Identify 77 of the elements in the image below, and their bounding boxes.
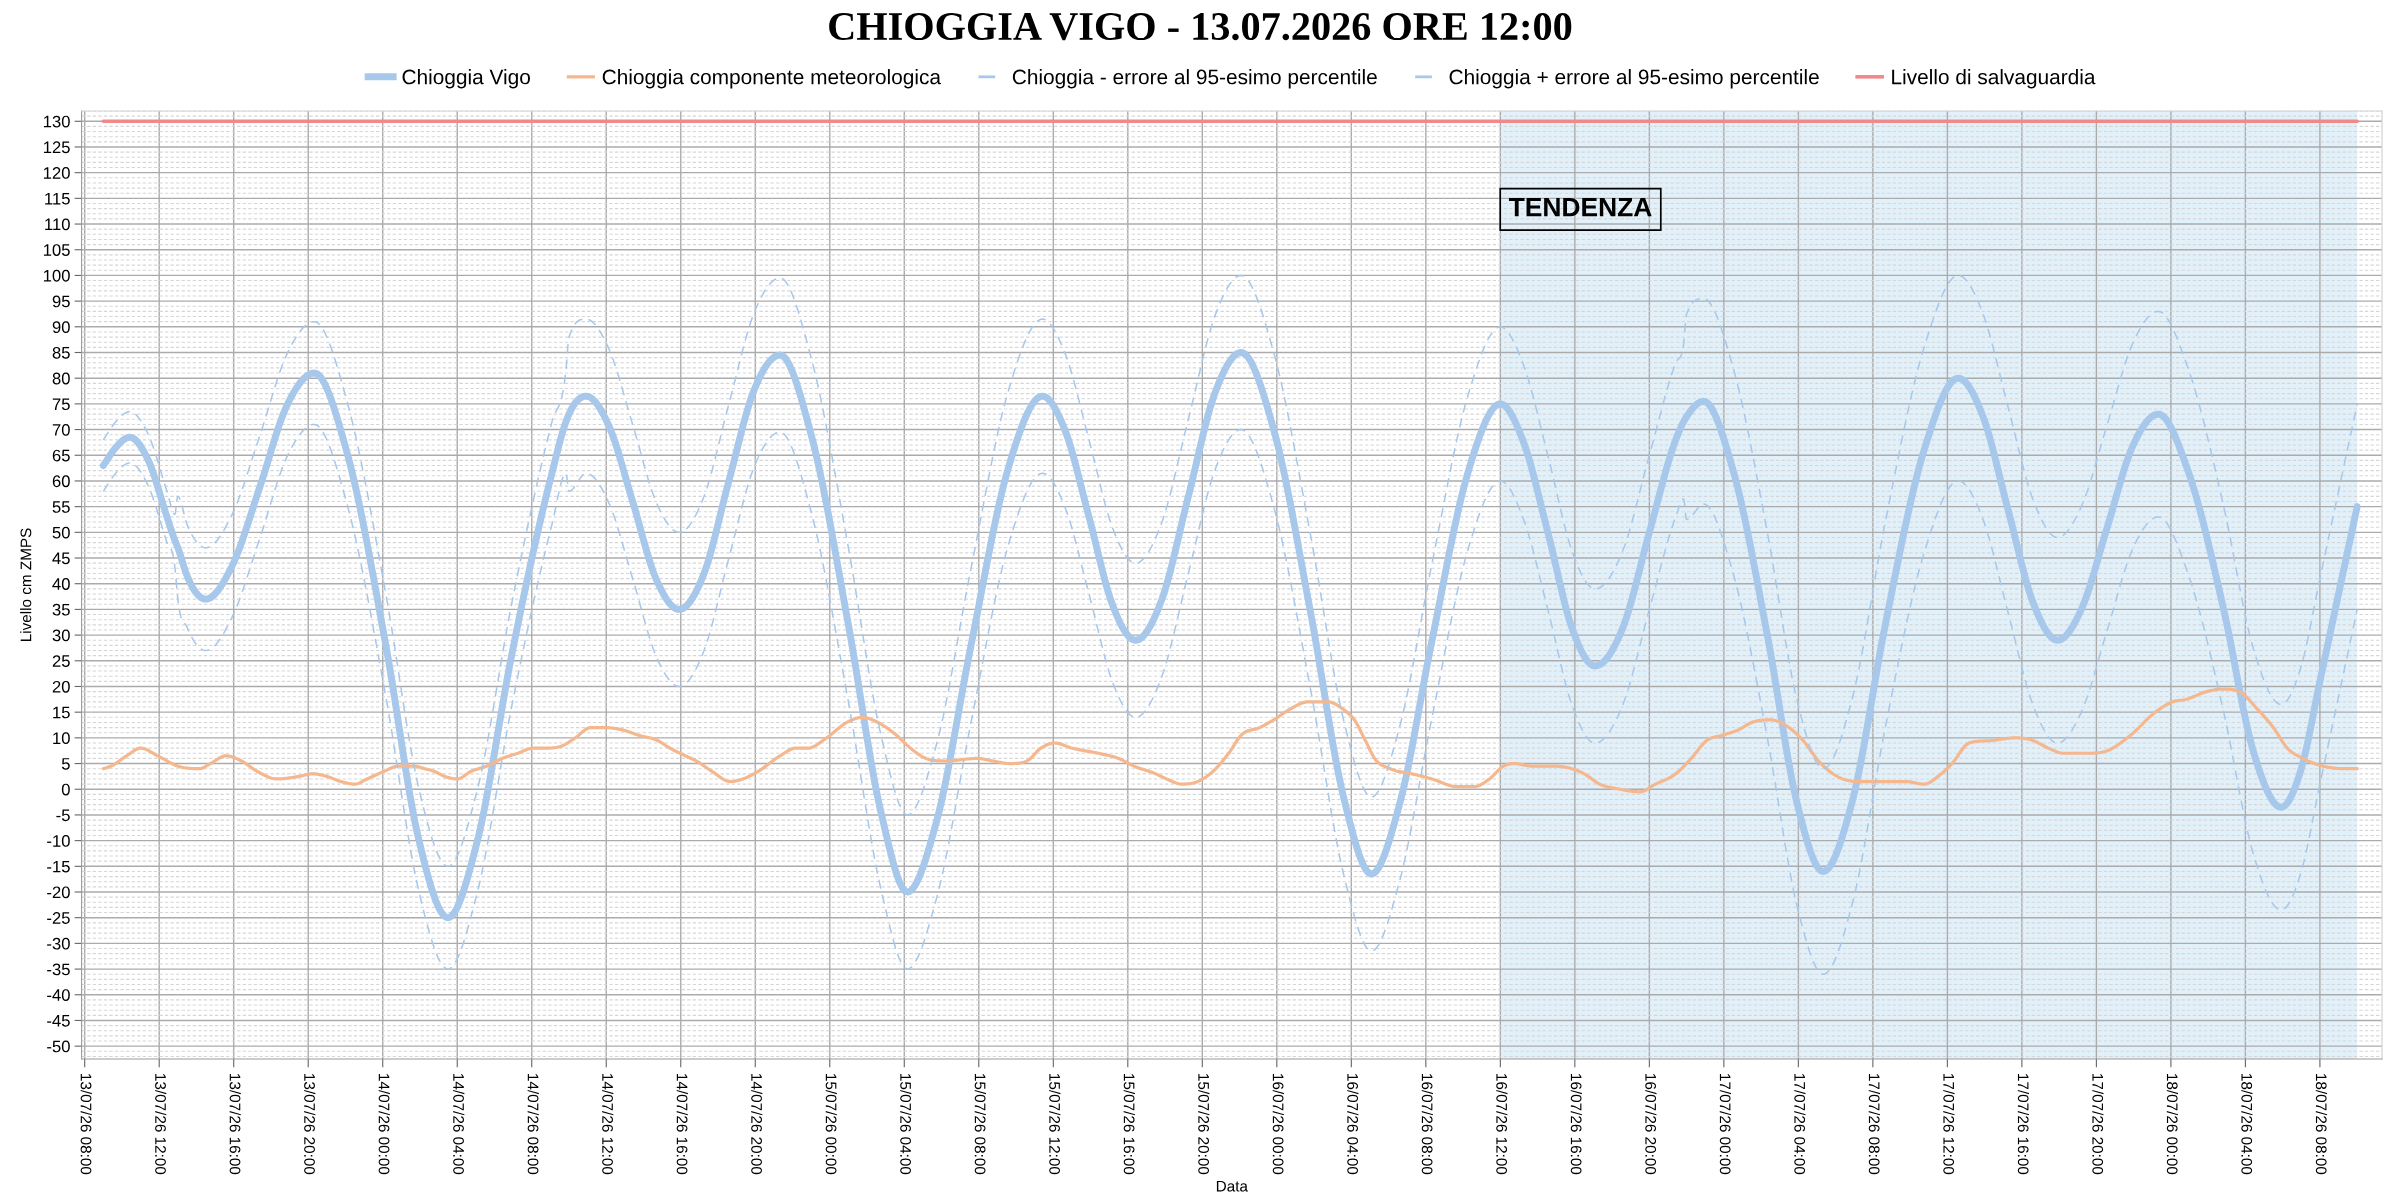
- y-tick-label: 85: [52, 346, 70, 359]
- y-tick-label: 75: [52, 398, 70, 411]
- x-tick-label: 17/07/26 08:00: [1868, 1074, 1880, 1175]
- x-tick-label: 17/07/26 16:00: [2017, 1074, 2029, 1175]
- y-tick-label: -10: [47, 835, 70, 847]
- x-tick-label: 15/07/26 04:00: [900, 1074, 912, 1175]
- legend-label: Chioggia - errore al 95-esimo percentile: [1012, 69, 1377, 89]
- y-tick-label: 40: [52, 578, 70, 590]
- x-tick-label: 16/07/26 04:00: [1347, 1074, 1359, 1175]
- x-tick-label: 17/07/26 12:00: [1943, 1074, 1955, 1175]
- y-tick-label: 115: [45, 192, 70, 205]
- y-tick-label: -20: [47, 886, 70, 899]
- y-tick-label: -50: [47, 1040, 70, 1053]
- x-tick-label: 15/07/26 20:00: [1198, 1074, 1210, 1175]
- x-tick-label: 14/07/26 16:00: [676, 1074, 688, 1175]
- x-tick-label: 15/07/26 12:00: [1049, 1074, 1061, 1175]
- y-tick-label: 110: [45, 218, 70, 231]
- y-tick-label: 90: [52, 321, 70, 334]
- y-tick-label: 5: [61, 758, 70, 770]
- x-tick-label: 15/07/26 08:00: [974, 1074, 986, 1175]
- x-tick-label: 13/07/26 12:00: [155, 1074, 167, 1175]
- x-tick-label: 13/07/26 16:00: [229, 1074, 241, 1175]
- y-tick-label: -45: [47, 1015, 70, 1027]
- y-tick-label: 45: [52, 552, 70, 565]
- x-tick-label: 18/07/26 08:00: [2315, 1074, 2328, 1175]
- x-tick-label: 14/07/26 04:00: [453, 1074, 465, 1175]
- chart-title: CHIOGGIA VIGO - 13.07.2026 ORE 12:00: [829, 12, 1572, 41]
- band-label: TENDENZA: [1508, 198, 1652, 217]
- y-tick-label: 70: [52, 423, 70, 436]
- x-tick-label: 17/07/26 04:00: [1794, 1074, 1806, 1175]
- y-tick-label: -5: [56, 809, 70, 822]
- x-tick-label: 14/07/26 20:00: [751, 1074, 763, 1175]
- x-tick-label: 16/07/26 12:00: [1496, 1074, 1508, 1175]
- x-tick-label: 16/07/26 08:00: [1421, 1074, 1433, 1175]
- legend-label: Chioggia + errore al 95-esimo percentile: [1449, 69, 1819, 89]
- x-tick-label: 14/07/26 00:00: [378, 1074, 390, 1175]
- x-tick-label: 18/07/26 00:00: [2166, 1074, 2179, 1175]
- x-tick-label: 13/07/26 20:00: [304, 1074, 316, 1175]
- x-tick-label: 17/07/26 00:00: [1719, 1074, 1731, 1175]
- x-tick-label: 16/07/26 16:00: [1570, 1074, 1582, 1175]
- x-tick-label: 16/07/26 00:00: [1272, 1074, 1284, 1175]
- y-tick-label: 105: [43, 244, 70, 256]
- legend-label: Chioggia componente meteorologica: [602, 69, 941, 89]
- x-tick-label: 17/07/26 20:00: [2092, 1074, 2104, 1175]
- y-tick-label: 120: [43, 167, 70, 179]
- x-tick-label: 13/07/26 08:00: [80, 1074, 92, 1175]
- y-tick-label: -40: [47, 989, 70, 1001]
- x-tick-label: 14/07/26 12:00: [602, 1074, 614, 1175]
- y-tick-label: 80: [52, 372, 70, 385]
- y-tick-label: 55: [52, 501, 70, 513]
- y-tick-label: -15: [47, 860, 70, 873]
- y-tick-label: 60: [52, 475, 70, 488]
- y-axis-title: Livello cm ZMPS: [20, 528, 32, 642]
- y-tick-label: 125: [43, 141, 70, 154]
- y-tick-label: 20: [52, 680, 70, 693]
- y-tick-label: 65: [52, 449, 70, 462]
- y-tick-label: 15: [53, 706, 70, 719]
- x-tick-label: 18/07/26 04:00: [2241, 1074, 2253, 1175]
- y-tick-label: 100: [43, 269, 70, 282]
- y-tick-label: -30: [47, 937, 70, 950]
- x-tick-label: 15/07/26 16:00: [1123, 1074, 1135, 1175]
- y-tick-label: 95: [52, 295, 70, 308]
- x-tick-label: 15/07/26 00:00: [825, 1074, 837, 1175]
- y-tick-label: 35: [52, 603, 70, 616]
- y-tick-label: -35: [47, 963, 70, 976]
- legend-label: Chioggia Vigo: [402, 69, 530, 89]
- x-tick-label: 16/07/26 20:00: [1645, 1074, 1657, 1175]
- x-tick-label: 14/07/26 08:00: [527, 1074, 539, 1175]
- x-axis-title: Data: [1216, 1180, 1248, 1192]
- y-tick-label: 25: [52, 655, 70, 667]
- y-tick-label: 10: [53, 732, 70, 745]
- legend-label: Livello di salvaguardia: [1892, 69, 2096, 89]
- y-tick-label: 0: [61, 783, 70, 796]
- y-tick-label: 50: [52, 526, 70, 539]
- y-tick-label: 30: [52, 629, 70, 642]
- y-tick-label: -25: [47, 912, 70, 924]
- y-tick-label: 130: [43, 115, 70, 128]
